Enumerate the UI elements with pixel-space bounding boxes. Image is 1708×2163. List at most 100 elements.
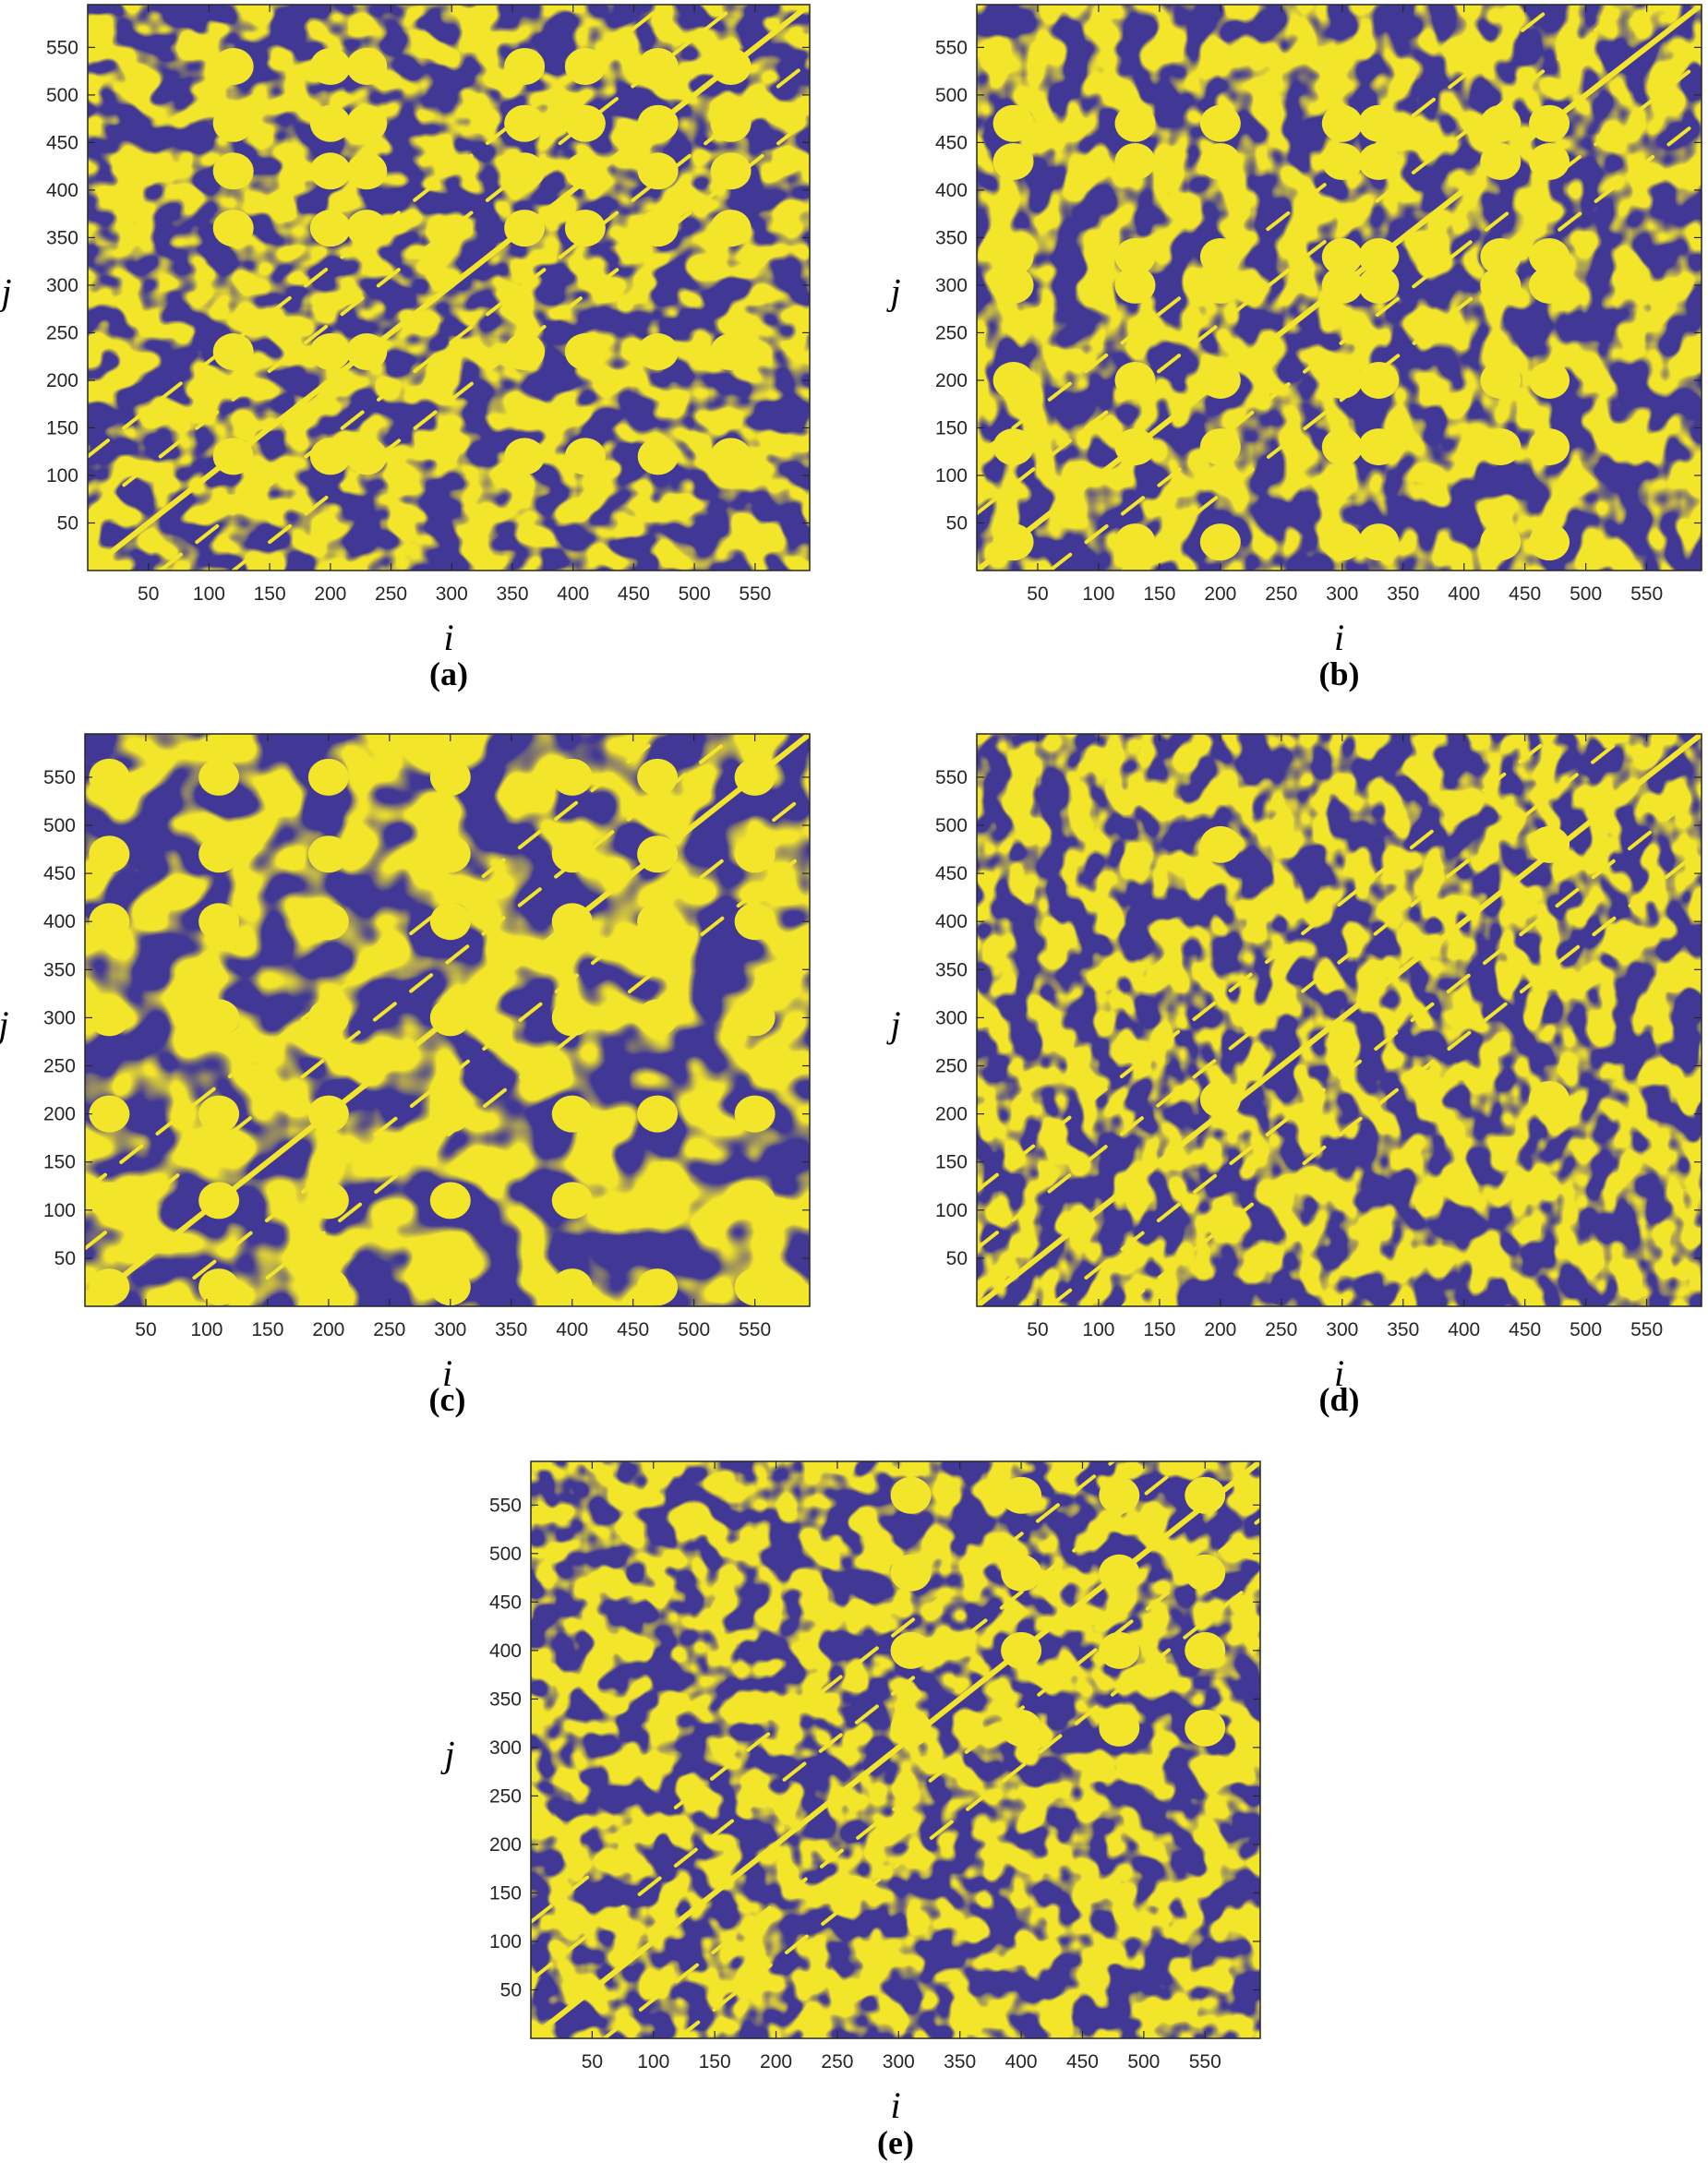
recurrence-block [198,903,240,941]
x-tick-label: 550 [1630,1319,1663,1340]
y-tick-label: 550 [43,767,76,788]
recurrence-block [1480,142,1522,180]
x-tick-label: 300 [1326,1319,1358,1340]
recurrence-block [1529,825,1570,863]
recurrence-block [89,835,130,873]
main-diagonal [531,1461,1260,2038]
x-tick-label: 350 [495,1319,527,1340]
diagonal-streak [977,734,1630,1251]
recurrence-block [992,266,1034,304]
recurrence-block [992,428,1034,466]
diagonal-streak [85,734,739,1251]
recurrence-block [504,438,546,475]
recurrence-block [504,104,546,142]
panel-label: (e) [877,2124,914,2161]
recurrence-block [309,152,351,190]
x-tick-label: 500 [679,583,711,605]
recurrence-block [637,210,679,247]
axes-frame [976,4,1702,571]
recurrence-block [346,210,388,247]
y-tick-label: 250 [935,322,968,343]
y-tick-label: 250 [46,322,78,343]
y-tick-label: 450 [935,132,968,153]
y-tick-label: 150 [935,417,968,439]
recurrence-block [890,1554,932,1592]
y-tick-label: 300 [43,1007,76,1028]
y-tick-label: 550 [935,767,968,788]
recurrence-block [1199,428,1241,466]
diagonal-streak [85,734,666,1193]
recurrence-block [504,210,546,247]
y-tick-label: 150 [935,1152,968,1173]
recurrence-block [1480,428,1522,466]
x-tick-label: 450 [1509,1319,1541,1340]
y-axis-label: j [439,1734,454,1775]
x-axis-label: i [443,617,453,658]
y-tick-label: 150 [43,1152,76,1173]
recurrence-block [551,758,593,796]
x-tick-label: 150 [699,2051,731,2073]
y-tick-label: 450 [489,1592,522,1613]
recurrence-block [637,104,679,142]
y-tick-label: 250 [935,1055,968,1076]
y-tick-label: 350 [46,227,78,248]
recurrence-block [1480,238,1522,276]
recurrence-block [307,1268,349,1306]
x-axis-label: i [890,2085,900,2126]
recurrence-block [1114,428,1156,466]
recurrence-block [309,438,351,475]
recurrence-block [198,1268,240,1306]
x-tick-label: 300 [883,2051,915,2073]
x-tick-label: 500 [1570,583,1602,605]
recurrence-block [307,999,349,1037]
x-axis-label: i [1334,617,1344,658]
x-tick-label: 250 [375,583,407,605]
recurrence-block [637,903,679,941]
recurrence-block [89,903,130,941]
recurrence-block [1321,266,1363,304]
x-tick-label: 450 [1509,583,1541,605]
recurrence-block [734,1268,776,1306]
diagonal-streak [977,734,1558,1193]
y-tick-label: 300 [46,275,78,296]
diagonal-streak [158,59,810,571]
recurrence-block [637,152,679,190]
y-tick-label: 550 [489,1495,522,1516]
recurrence-block [992,523,1034,561]
panel-label: (d) [1319,1381,1360,1418]
axes-frame [530,1460,1261,2039]
y-tick-label: 500 [43,815,76,836]
recurrence-block [504,333,546,371]
recurrence-block [309,333,351,371]
recurrence-block [564,152,606,190]
x-tick-label: 50 [1027,583,1048,605]
x-tick-label: 400 [556,1319,588,1340]
y-tick-label: 300 [935,275,968,296]
recurrence-block [1114,238,1156,276]
recurrence-block [429,1182,471,1220]
x-tick-label: 100 [637,2051,669,2073]
recurrence-block [1358,361,1400,399]
recurrence-block [504,152,546,190]
recurrence-block [1529,142,1570,180]
panel-d: 50 100 150 200 250 300 350 400 450 500 550 50 100 150… [885,733,1702,1418]
y-tick-label: 450 [46,132,78,153]
axes-frame [976,733,1702,1307]
recurrence-block [346,333,388,371]
y-tick-label: 350 [935,227,968,248]
recurrence-block [307,758,349,796]
y-tick-label: 100 [935,1200,968,1221]
y-tick-label: 300 [935,1007,968,1028]
x-tick-label: 300 [436,583,468,605]
recurrence-block [1099,1476,1140,1514]
recurrence-block [1480,523,1522,561]
recurrence-block [564,210,606,247]
recurrence-block [1321,361,1363,399]
x-axis-label: i [1334,1352,1344,1394]
recurrence-block [551,835,593,873]
recurrence-block [1099,1709,1140,1747]
recurrence-block [637,999,679,1037]
main-diagonal [88,5,810,571]
y-tick-label: 450 [43,863,76,884]
y-tick-label: 250 [43,1055,76,1076]
